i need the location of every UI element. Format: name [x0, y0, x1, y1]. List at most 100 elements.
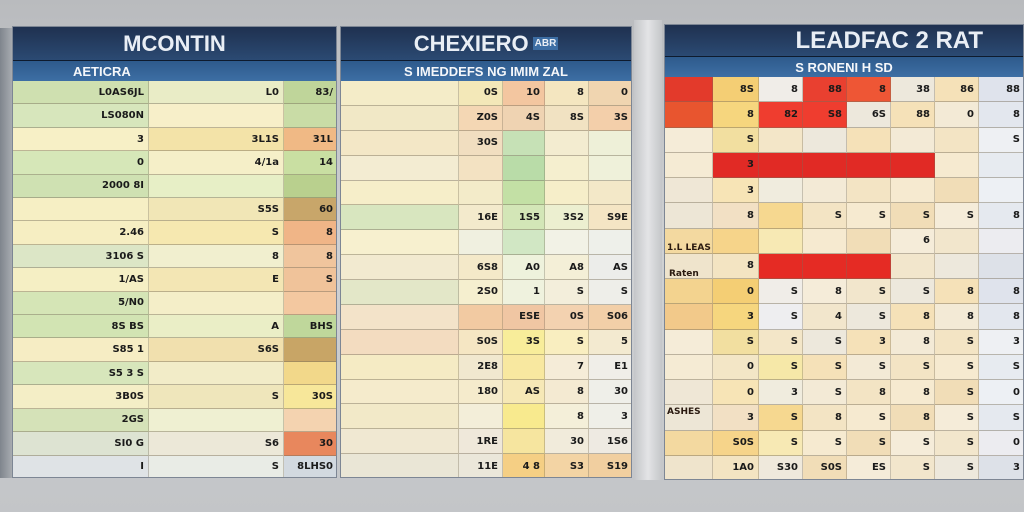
right-table-cell — [935, 178, 979, 204]
middle-table-cell — [589, 180, 631, 206]
right-table-cell: S0S — [803, 455, 847, 479]
right-table-cell — [665, 329, 713, 355]
middle-table-cell — [341, 354, 459, 380]
left-table-cell: L0AS6JL — [13, 81, 149, 105]
right-table-cell: S — [759, 405, 803, 431]
left-table-cell — [149, 408, 284, 433]
right-table-cell: S — [891, 430, 935, 456]
left-table-cell — [284, 338, 336, 362]
right-table-cell: ES — [847, 455, 891, 479]
middle-table-cell: AS — [589, 255, 631, 280]
middle-title-badge: ABR — [532, 37, 559, 50]
middle-table-cell — [503, 180, 545, 206]
right-side-label-1: 1.L LEAS — [667, 243, 711, 253]
middle-table-cell — [545, 230, 589, 256]
middle-table-cell: E1 — [589, 354, 631, 380]
right-table-cell: S — [759, 304, 803, 330]
right-table-cell: S — [847, 430, 891, 456]
right-table-cell: 82 — [759, 102, 803, 128]
left-table-cell — [13, 198, 149, 222]
middle-table-cell — [341, 230, 459, 256]
middle-table-cell: 1 — [503, 280, 545, 305]
right-table-cell — [891, 253, 935, 279]
middle-table-cell: 2S0 — [459, 280, 503, 305]
right-table-cell — [803, 178, 847, 204]
right-table-cell — [979, 178, 1023, 204]
right-panel-title: LEADFAC 2 RAT — [665, 25, 1023, 57]
right-table: 8S 8 88 8 38 86 88 8 82 S8 6S 88 0 8 S S 3 3 8 S S S S 8 6 8 0 S 8 S S… — [665, 77, 1023, 479]
left-table-cell: 2000 8I — [13, 174, 149, 199]
right-table-cell: 88 — [979, 77, 1023, 103]
right-table-cell — [665, 102, 713, 128]
right-table-cell: S30 — [759, 455, 803, 479]
left-table-cell: 30S — [284, 385, 336, 409]
middle-table-cell: 6S8 — [459, 255, 503, 280]
right-table-cell — [665, 304, 713, 330]
right-table-cell — [803, 127, 847, 153]
right-table-cell — [891, 152, 935, 178]
right-table-cell: 8 — [979, 304, 1023, 330]
left-table-cell — [149, 291, 284, 316]
right-table-cell — [665, 430, 713, 456]
left-table-cell: 3B0S — [13, 385, 149, 409]
right-table-cell: S — [713, 127, 759, 153]
middle-table-cell: 10 — [503, 81, 545, 106]
right-table-cell — [847, 253, 891, 279]
right-table-cell — [665, 279, 713, 305]
right-table-cell — [665, 203, 713, 229]
right-table-cell: 88 — [803, 77, 847, 103]
left-table-cell: 4/1a — [149, 151, 284, 175]
middle-table-cell — [503, 429, 545, 455]
right-table-cell — [665, 354, 713, 380]
right-table-cell: 8 — [803, 279, 847, 305]
right-table-cell: S — [847, 279, 891, 305]
right-table-cell: 8 — [759, 77, 803, 103]
left-table-cell: 8S BS — [13, 315, 149, 339]
middle-table-cell: 2E8 — [459, 354, 503, 380]
left-table-cell: S — [149, 455, 284, 477]
middle-table-cell: 1S6 — [589, 429, 631, 455]
right-table-cell: S — [847, 203, 891, 229]
right-table-cell: 8 — [713, 203, 759, 229]
middle-table-cell — [341, 404, 459, 430]
right-table-cell: 8 — [847, 77, 891, 103]
right-table-cell — [665, 253, 713, 279]
middle-table-cell: S — [589, 280, 631, 305]
right-table-cell: S — [935, 329, 979, 355]
left-table-cell: SI0 G — [13, 432, 149, 456]
middle-table-cell: 3S — [503, 329, 545, 355]
right-table-cell: 0 — [713, 380, 759, 406]
right-table-cell — [935, 127, 979, 153]
right-table-cell: 8 — [891, 304, 935, 330]
middle-table-cell: 1RE — [459, 429, 503, 455]
right-table-cell: 4 — [803, 304, 847, 330]
middle-table-cell — [459, 404, 503, 430]
right-table-cell: 8 — [847, 380, 891, 406]
right-table-cell: 0 — [713, 354, 759, 380]
right-table-cell — [847, 228, 891, 254]
right-table-cell: S — [759, 430, 803, 456]
right-table-cell: S — [713, 329, 759, 355]
left-table-cell: 0 — [13, 151, 149, 175]
right-table-cell: S — [803, 329, 847, 355]
right-table-cell: S — [803, 354, 847, 380]
left-table-cell: I — [13, 455, 149, 477]
middle-table-cell — [341, 255, 459, 280]
left-table-cell: 2GS — [13, 408, 149, 433]
left-panel: MCONTIN AETICRA L0AS6JL L0 83/LS080N 3 3L1S 3… — [12, 26, 337, 478]
right-table-cell: 3 — [713, 405, 759, 431]
middle-table-cell — [341, 454, 459, 477]
right-table-cell: S — [847, 405, 891, 431]
right-table-cell: S8 — [803, 102, 847, 128]
left-table-cell: S5 3 S — [13, 361, 149, 386]
left-table-cell — [284, 408, 336, 433]
middle-table-cell: S19 — [589, 454, 631, 477]
right-table-cell — [847, 152, 891, 178]
middle-table-cell — [589, 130, 631, 156]
right-table-cell — [847, 127, 891, 153]
right-table-cell: S — [891, 203, 935, 229]
right-table-cell: 8 — [803, 405, 847, 431]
right-table-cell — [935, 152, 979, 178]
right-table-cell: 8 — [979, 279, 1023, 305]
middle-table-cell — [341, 329, 459, 355]
